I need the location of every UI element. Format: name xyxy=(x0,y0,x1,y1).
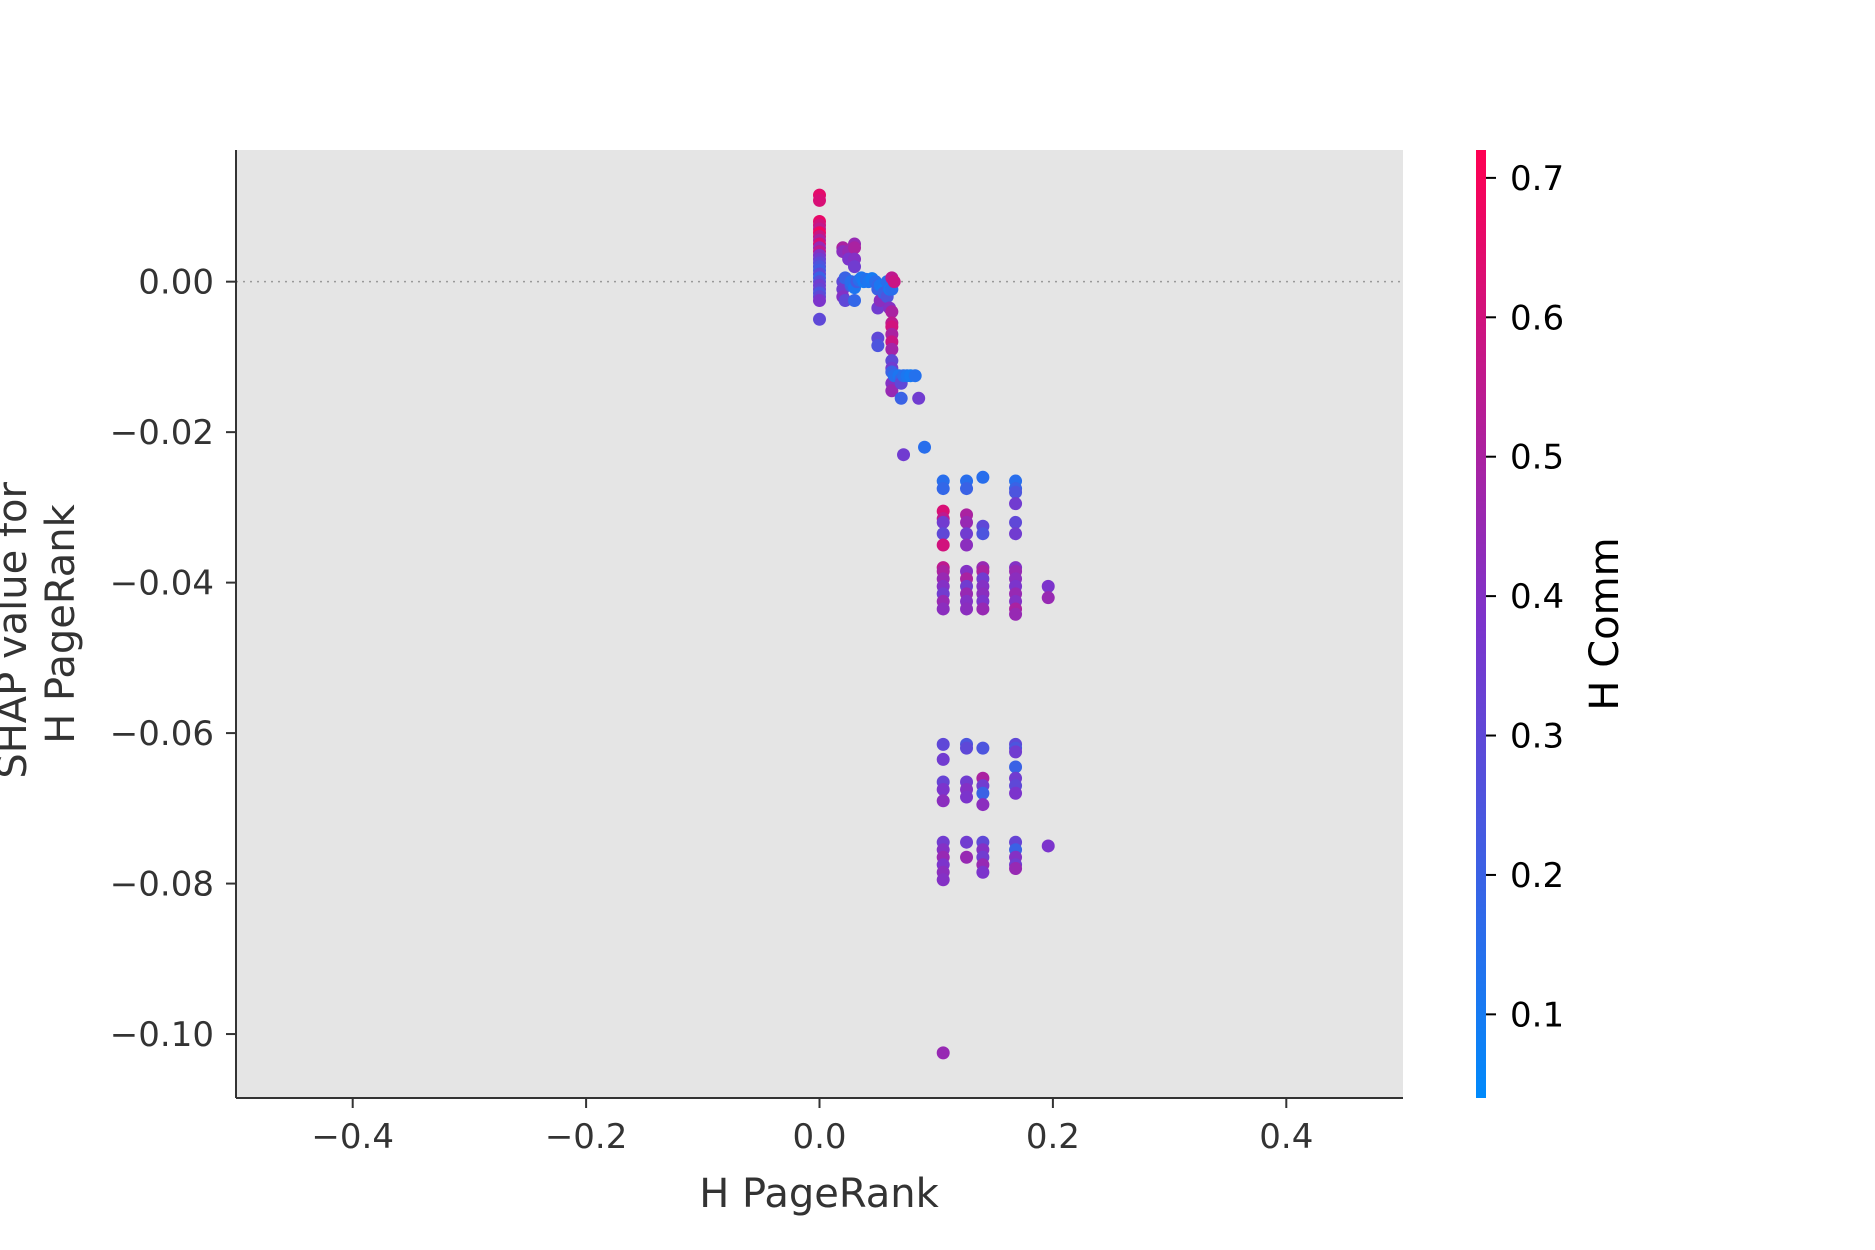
data-point xyxy=(871,339,884,352)
data-point xyxy=(909,369,922,382)
data-point xyxy=(1009,516,1022,529)
data-point xyxy=(1009,760,1022,773)
data-point xyxy=(937,1046,950,1059)
data-point xyxy=(1042,591,1055,604)
colorbar-tick-label: 0.2 xyxy=(1510,856,1564,896)
y-axis-title-line-2: H PageRank xyxy=(38,503,84,743)
data-point xyxy=(848,241,861,254)
colorbar-tick-label: 0.6 xyxy=(1510,298,1564,338)
data-point xyxy=(937,783,950,796)
data-point xyxy=(960,836,973,849)
data-point xyxy=(976,471,989,484)
data-point xyxy=(1009,527,1022,540)
data-point xyxy=(1009,608,1022,621)
y-axis-title-line-1: SHAP value for xyxy=(0,481,36,778)
data-point xyxy=(1009,497,1022,510)
y-tick-label: −0.08 xyxy=(110,865,214,905)
colorbar-tick-label: 0.1 xyxy=(1510,995,1564,1035)
data-point xyxy=(960,482,973,495)
y-tick-label: −0.04 xyxy=(110,564,214,604)
data-point xyxy=(937,873,950,886)
colorbar xyxy=(1476,150,1486,1098)
data-point xyxy=(960,791,973,804)
data-point xyxy=(960,516,973,529)
x-tick-label: −0.2 xyxy=(545,1117,628,1157)
x-tick-label: −0.4 xyxy=(311,1117,394,1157)
colorbar-tick-label: 0.4 xyxy=(1510,577,1564,617)
data-point xyxy=(918,441,931,454)
data-point xyxy=(1042,839,1055,852)
y-tick-label: −0.10 xyxy=(110,1015,214,1055)
data-point xyxy=(960,539,973,552)
data-point xyxy=(1009,486,1022,499)
data-point xyxy=(937,794,950,807)
colorbar-title: H Comm xyxy=(1582,537,1628,710)
data-point xyxy=(937,539,950,552)
data-point xyxy=(1009,745,1022,758)
data-point xyxy=(813,194,826,207)
data-point xyxy=(976,602,989,615)
x-tick-label: 0.0 xyxy=(792,1117,846,1157)
y-tick-label: −0.06 xyxy=(110,714,214,754)
data-point xyxy=(813,313,826,326)
y-tick-label: 0.00 xyxy=(138,263,214,303)
data-point xyxy=(1009,862,1022,875)
data-point xyxy=(937,482,950,495)
data-point xyxy=(1009,787,1022,800)
data-point xyxy=(888,275,901,288)
data-point xyxy=(960,742,973,755)
x-axis-ticks: −0.4 −0.2 0.0 0.2 0.4 xyxy=(311,1098,1313,1157)
x-tick-label: 0.2 xyxy=(1026,1117,1080,1157)
data-point xyxy=(960,527,973,540)
data-point xyxy=(960,851,973,864)
data-point xyxy=(976,798,989,811)
data-point xyxy=(937,738,950,751)
y-axis-ticks: 0.00 −0.02 −0.04 −0.06 −0.08 −0.10 xyxy=(110,263,236,1055)
data-point xyxy=(976,866,989,879)
data-point xyxy=(976,787,989,800)
data-point xyxy=(976,527,989,540)
data-point xyxy=(912,392,925,405)
data-point xyxy=(885,305,898,318)
data-point xyxy=(848,294,861,307)
data-point xyxy=(960,602,973,615)
data-point xyxy=(976,742,989,755)
data-point xyxy=(848,260,861,273)
y-axis-title: SHAP value for H PageRank xyxy=(0,469,84,778)
data-point xyxy=(1042,580,1055,593)
data-point xyxy=(937,753,950,766)
x-tick-label: 0.4 xyxy=(1259,1117,1313,1157)
data-point xyxy=(937,602,950,615)
y-tick-label: −0.02 xyxy=(110,413,214,453)
data-point xyxy=(897,448,910,461)
colorbar-tick-label: 0.5 xyxy=(1510,438,1564,478)
colorbar-tick-label: 0.7 xyxy=(1510,159,1564,199)
data-point xyxy=(885,343,898,356)
data-point xyxy=(813,294,826,307)
colorbar-tick-label: 0.3 xyxy=(1510,717,1564,757)
data-point xyxy=(937,516,950,529)
data-point xyxy=(937,527,950,540)
x-axis-title: H PageRank xyxy=(699,1171,939,1217)
data-point xyxy=(895,392,908,405)
colorbar-ticks: 0.1 0.2 0.3 0.4 0.5 0.6 0.7 xyxy=(1486,159,1564,1035)
